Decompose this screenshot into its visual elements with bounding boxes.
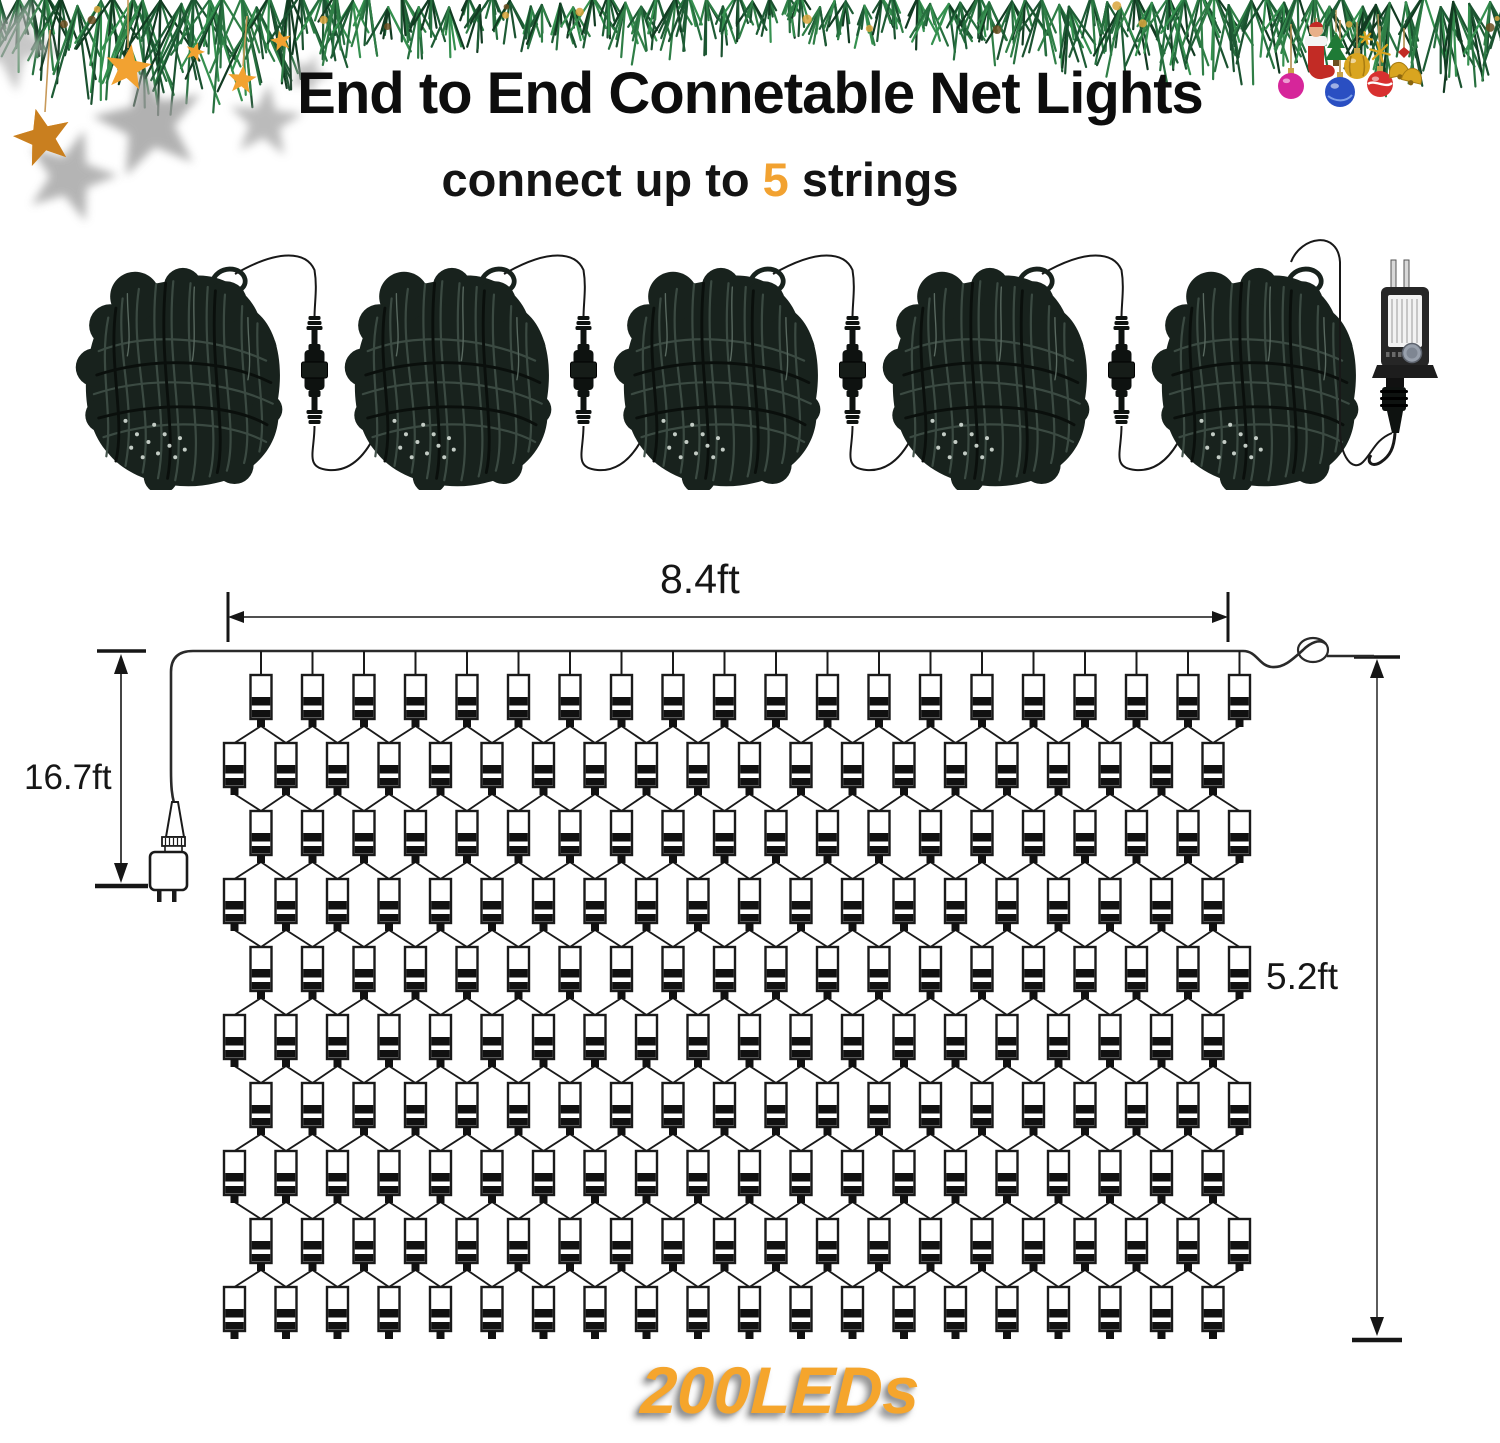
connected-strings-row [76, 239, 1393, 493]
pine-garland-decoration [0, 0, 1500, 117]
height-dimension-label: 5.2ft [1266, 956, 1338, 997]
net-lights-diagram [169, 636, 1374, 1339]
strings-count-highlight: 5 [762, 153, 789, 206]
hanging-ornaments-decoration [1278, 10, 1422, 107]
subtitle-suffix: strings [788, 153, 959, 206]
dimension-lines [95, 592, 1402, 1343]
lead-plug-icon [148, 801, 189, 902]
led-count-label: 200LEDs [639, 1353, 921, 1427]
power-adapter-icon [1367, 259, 1438, 466]
lead-dimension-label: 16.7ft [24, 758, 112, 797]
page-subtitle: connect up to 5 strings [0, 152, 1400, 207]
subtitle-prefix: connect up to [441, 153, 763, 206]
width-dimension-label: 8.4ft [660, 556, 740, 602]
page-title: End to End Connetable Net Lights [297, 61, 1204, 126]
